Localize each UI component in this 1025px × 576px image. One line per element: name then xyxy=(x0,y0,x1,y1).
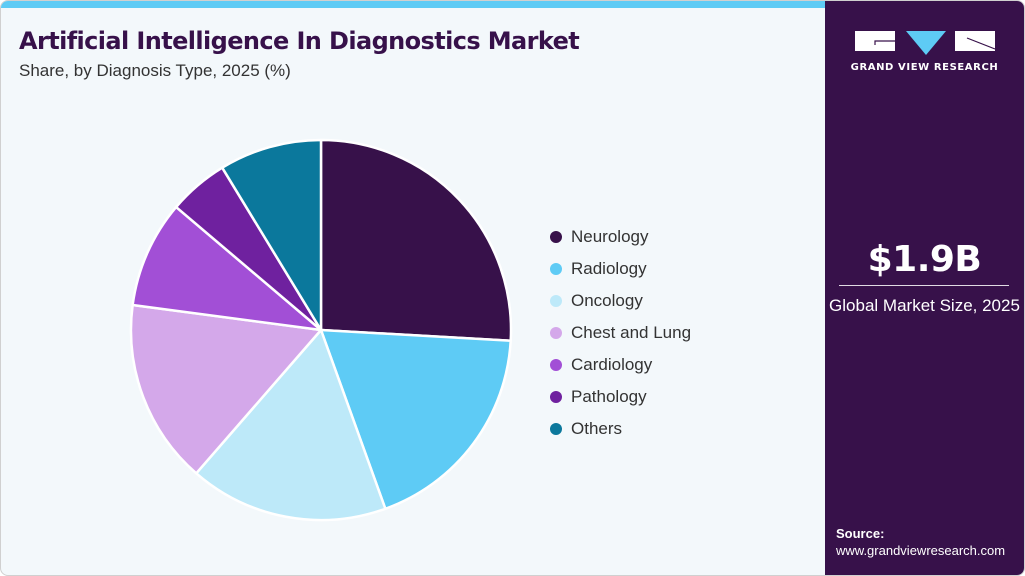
pie-slice-radiology[interactable] xyxy=(319,328,512,511)
pie-chart xyxy=(129,138,513,522)
legend-dot-icon xyxy=(550,359,562,371)
divider xyxy=(839,285,1009,286)
legend-label: Cardiology xyxy=(571,355,653,374)
legend-label: Chest and Lung xyxy=(571,323,692,342)
source-link[interactable]: www.grandviewresearch.com xyxy=(836,543,1006,558)
accent-bar xyxy=(1,1,825,8)
legend-label: Pathology xyxy=(571,387,647,406)
legend-item-cardiology[interactable]: Cardiology xyxy=(550,349,691,381)
legend-item-pathology[interactable]: Pathology xyxy=(550,381,691,413)
gvr-logo-icon xyxy=(855,31,995,55)
legend-item-neurology[interactable]: Neurology xyxy=(550,221,691,253)
brand-name: GRAND VIEW RESEARCH xyxy=(850,62,999,73)
pie-slice-cardiology[interactable] xyxy=(131,205,323,332)
legend-item-chest-and-lung[interactable]: Chest and Lung xyxy=(550,317,691,349)
chart-area: Artificial Intelligence In Diagnostics M… xyxy=(1,1,825,575)
side-panel: GRAND VIEW RESEARCH $1.9B Global Market … xyxy=(825,1,1024,575)
legend-dot-icon xyxy=(550,327,562,339)
source-label: Source: xyxy=(836,526,885,541)
legend-label: Others xyxy=(571,419,623,438)
legend-dot-icon xyxy=(550,263,562,275)
chart-subtitle: Share, by Diagnosis Type, 2025 (%) xyxy=(19,61,291,80)
legend-label: Neurology xyxy=(571,227,649,246)
legend-dot-icon xyxy=(550,231,562,243)
legend-dot-icon xyxy=(550,295,562,307)
legend-dot-icon xyxy=(550,423,562,435)
pie-slice-chest-and-lung[interactable] xyxy=(129,303,323,475)
legend-item-others[interactable]: Others xyxy=(550,413,691,445)
chart-title: Artificial Intelligence In Diagnostics M… xyxy=(19,27,580,55)
pie-slice-others[interactable] xyxy=(220,138,323,332)
chart-legend: Neurology Radiology Oncology Chest and Lung… xyxy=(550,221,691,445)
legend-dot-icon xyxy=(550,391,562,403)
pie-slice-oncology[interactable] xyxy=(195,328,387,522)
legend-label: Radiology xyxy=(571,259,647,278)
legend-item-oncology[interactable]: Oncology xyxy=(550,285,691,317)
legend-label: Oncology xyxy=(571,291,643,310)
pie-slice-neurology[interactable] xyxy=(319,138,513,342)
legend-item-radiology[interactable]: Radiology xyxy=(550,253,691,285)
market-size-label: Global Market Size, 2025 xyxy=(829,296,1020,315)
market-size-value: $1.9B xyxy=(867,239,982,280)
